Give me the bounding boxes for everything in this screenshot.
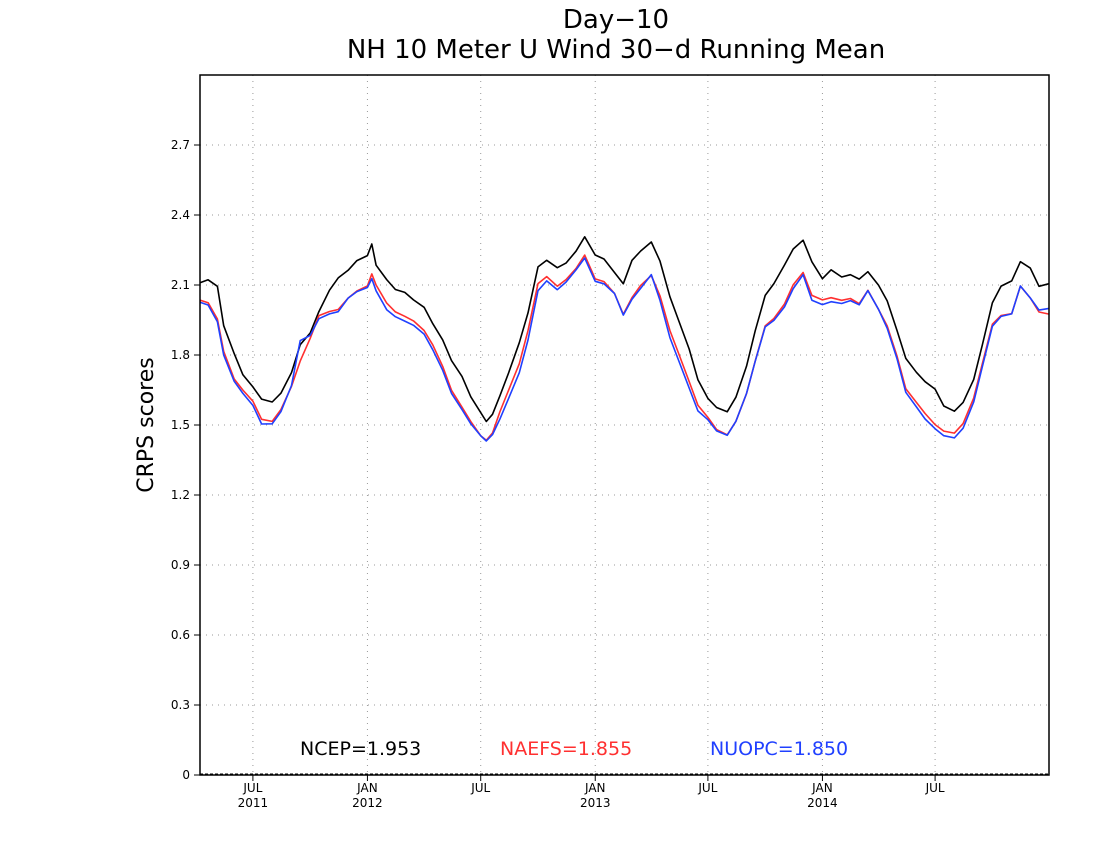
y-tick-label: 0.3 [171,698,190,712]
y-tick-label: 0 [182,768,190,782]
x-tick-month: JAN [584,781,606,795]
x-tick-year: 2012 [352,796,383,810]
x-tick-month: JAN [356,781,378,795]
chart-subtitle: NH 10 Meter U Wind 30−d Running Mean [347,35,885,65]
x-tick-month: JUL [470,781,490,795]
series-line-ncep [199,236,1050,423]
series-line-nuopc [199,257,1050,442]
plot-frame [199,74,1050,776]
legend: NCEP=1.953 NAEFS=1.855 NUOPC=1.850 [300,738,848,760]
y-tick-label: 1.5 [171,418,190,432]
x-tick-month: JUL [242,781,262,795]
y-tick-label: 1.8 [171,348,190,362]
x-tick-year: 2013 [580,796,611,810]
legend-entry-ncep: NCEP=1.953 [300,738,421,760]
legend-entry-naefs: NAEFS=1.855 [500,738,632,760]
y-tick-label: 2.1 [171,278,190,292]
y-tick-label: 0.6 [171,628,190,642]
grid-lines [200,75,1049,775]
x-tick-month: JUL [697,781,717,795]
y-tick-label: 2.7 [171,138,190,152]
chart-title: Day−10 [563,5,669,35]
series-lines [199,236,1050,442]
x-tick-year: 2011 [238,796,269,810]
x-tick-month: JUL [925,781,945,795]
legend-entry-nuopc: NUOPC=1.850 [710,738,848,760]
y-tick-label: 1.2 [171,488,190,502]
x-tick-month: JAN [811,781,833,795]
series-line-naefs [199,254,1050,442]
y-tick-label: 0.9 [171,558,190,572]
y-axis-label: CRPS scores [134,357,159,492]
x-tick-year: 2014 [807,796,838,810]
y-tick-label: 2.4 [171,208,190,222]
y-axis-ticks: 0 0.3 0.6 0.9 1.2 1.5 1.8 2.1 2.4 2.7 [171,138,200,782]
